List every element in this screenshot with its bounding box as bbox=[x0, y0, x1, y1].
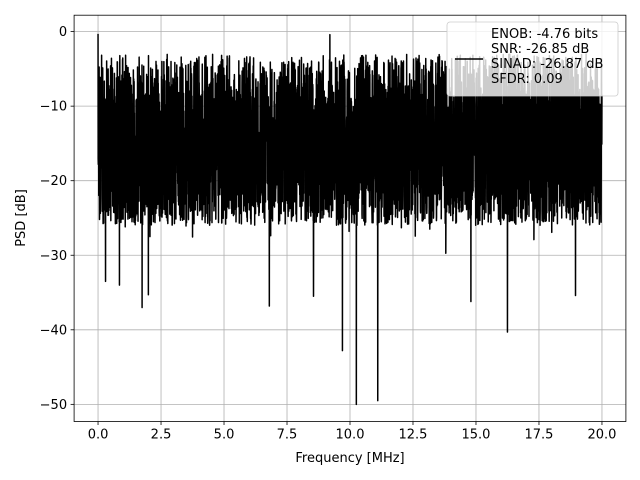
series-psd bbox=[97, 33, 603, 406]
x-tick-label: 2.5 bbox=[151, 428, 172, 443]
legend-line-sinad: SINAD: -26.87 dB bbox=[491, 57, 603, 72]
x-tick-label: 15.0 bbox=[462, 428, 491, 443]
x-tick-label: 5.0 bbox=[214, 428, 235, 443]
y-axis: 0 −10 −20 −30 −40 −50 bbox=[40, 25, 75, 413]
x-tick-label: 10.0 bbox=[336, 428, 365, 443]
y-tick-label: −30 bbox=[40, 249, 67, 264]
x-tick-label: 7.5 bbox=[277, 428, 298, 443]
y-axis-label: PSD [dB] bbox=[14, 189, 29, 247]
x-axis: 0.0 2.5 5.0 7.5 10.0 12.5 15.0 17.5 20.0 bbox=[88, 421, 616, 443]
y-tick-label: −20 bbox=[40, 174, 67, 189]
y-tick-label: −40 bbox=[40, 323, 67, 338]
legend-line-snr: SNR: -26.85 dB bbox=[491, 42, 589, 57]
y-tick-label: 0 bbox=[59, 25, 67, 40]
x-tick-label: 17.5 bbox=[524, 428, 553, 443]
x-tick-label: 0.0 bbox=[88, 428, 109, 443]
psd-series-line bbox=[97, 33, 603, 406]
legend-line-sfdr: SFDR: 0.09 bbox=[491, 72, 563, 87]
legend-box bbox=[446, 21, 619, 97]
legend: ENOB: -4.76 bits SNR: -26.85 dB SINAD: -… bbox=[446, 21, 619, 97]
y-tick-label: −50 bbox=[40, 398, 67, 413]
x-tick-label: 20.0 bbox=[587, 428, 616, 443]
y-tick-label: −10 bbox=[40, 100, 67, 115]
x-axis-label: Frequency [MHz] bbox=[295, 451, 404, 466]
x-tick-label: 12.5 bbox=[399, 428, 428, 443]
legend-line-enob: ENOB: -4.76 bits bbox=[491, 27, 598, 42]
